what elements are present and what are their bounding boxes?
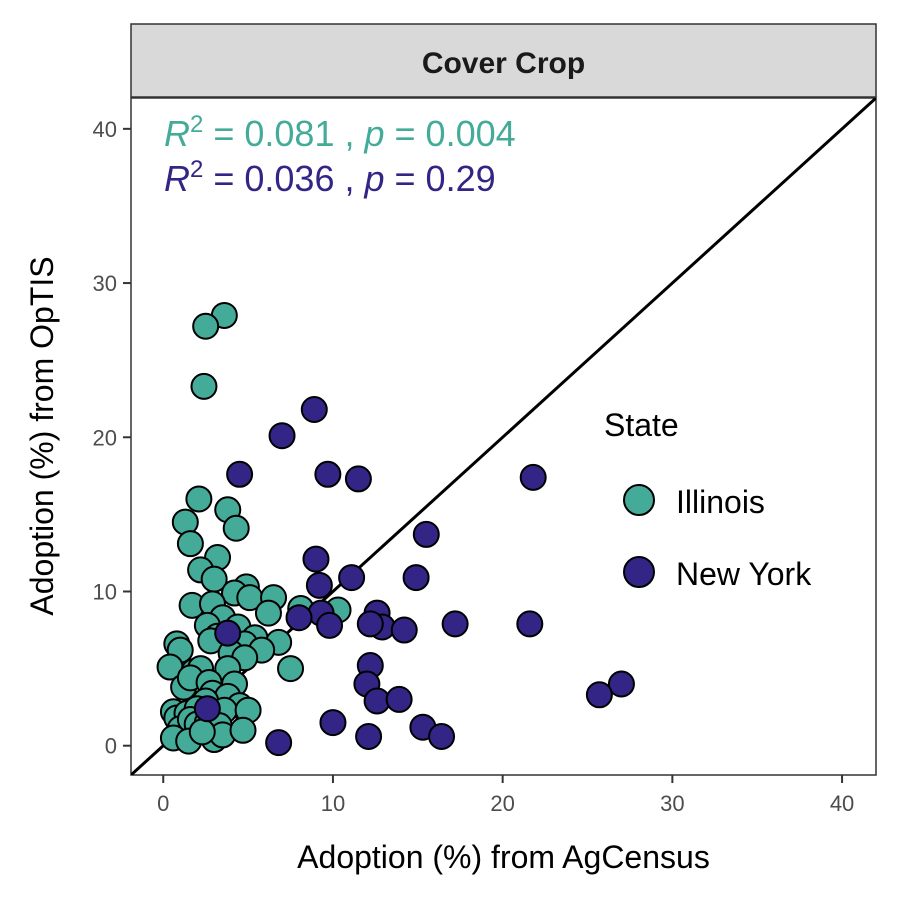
y-tick-label: 40 <box>93 117 117 142</box>
point-new-york <box>338 564 366 592</box>
facet-strip <box>130 23 877 98</box>
x-axis-title: Adoption (%) from AgCensus <box>297 839 710 875</box>
x-axis: 0 10 20 30 40 <box>157 775 854 816</box>
point-new-york <box>300 396 328 424</box>
point-new-york <box>585 681 613 709</box>
point-illinois <box>176 530 204 558</box>
point-illinois <box>254 599 282 627</box>
legend-key-new-york <box>623 556 655 588</box>
x-tick-label: 30 <box>660 791 684 816</box>
point-new-york <box>316 611 344 639</box>
point-new-york <box>319 709 347 737</box>
point-illinois <box>192 312 220 340</box>
y-tick-label: 20 <box>93 425 117 450</box>
x-tick-label: 10 <box>321 791 345 816</box>
y-tick-label: 30 <box>93 271 117 296</box>
point-new-york <box>344 465 372 493</box>
point-new-york <box>226 460 254 488</box>
point-new-york <box>302 545 330 573</box>
data-points <box>156 301 635 757</box>
legend-title: State <box>604 407 679 443</box>
point-illinois <box>188 718 216 746</box>
annotation-illinois: R2 = 0.081 , p = 0.004 <box>164 111 516 154</box>
point-new-york <box>402 564 430 592</box>
point-new-york <box>516 610 544 638</box>
point-illinois <box>229 716 257 744</box>
legend: State Illinois New York <box>604 407 812 592</box>
point-new-york <box>285 604 313 632</box>
point-illinois <box>185 485 213 513</box>
x-tick-label: 40 <box>830 791 854 816</box>
annotation-new-york: R2 = 0.036 , p = 0.29 <box>164 156 496 199</box>
point-illinois <box>277 655 305 683</box>
y-tick-label: 0 <box>105 734 117 759</box>
point-new-york <box>265 729 293 757</box>
point-illinois <box>190 372 218 400</box>
y-axis-title: Adoption (%) from OpTIS <box>24 256 60 615</box>
point-new-york <box>607 670 635 698</box>
point-new-york <box>305 571 333 599</box>
point-new-york <box>355 722 383 750</box>
point-new-york <box>412 520 440 548</box>
point-new-york <box>428 722 456 750</box>
point-new-york <box>441 610 469 638</box>
y-axis: 0 10 20 30 40 <box>93 117 131 759</box>
x-tick-label: 20 <box>490 791 514 816</box>
point-new-york <box>193 695 221 723</box>
facet-title: Cover Crop <box>422 47 585 80</box>
point-new-york <box>268 422 296 450</box>
x-tick-label: 0 <box>157 791 169 816</box>
point-new-york <box>385 685 413 713</box>
y-tick-label: 10 <box>93 579 117 604</box>
point-illinois <box>222 514 250 542</box>
point-new-york <box>390 616 418 644</box>
point-new-york <box>214 619 242 647</box>
legend-key-illinois <box>623 484 655 516</box>
point-new-york <box>314 460 342 488</box>
point-new-york <box>356 610 384 638</box>
legend-label-new-york: New York <box>676 556 812 592</box>
point-new-york <box>519 463 547 491</box>
legend-label-illinois: Illinois <box>676 484 765 520</box>
